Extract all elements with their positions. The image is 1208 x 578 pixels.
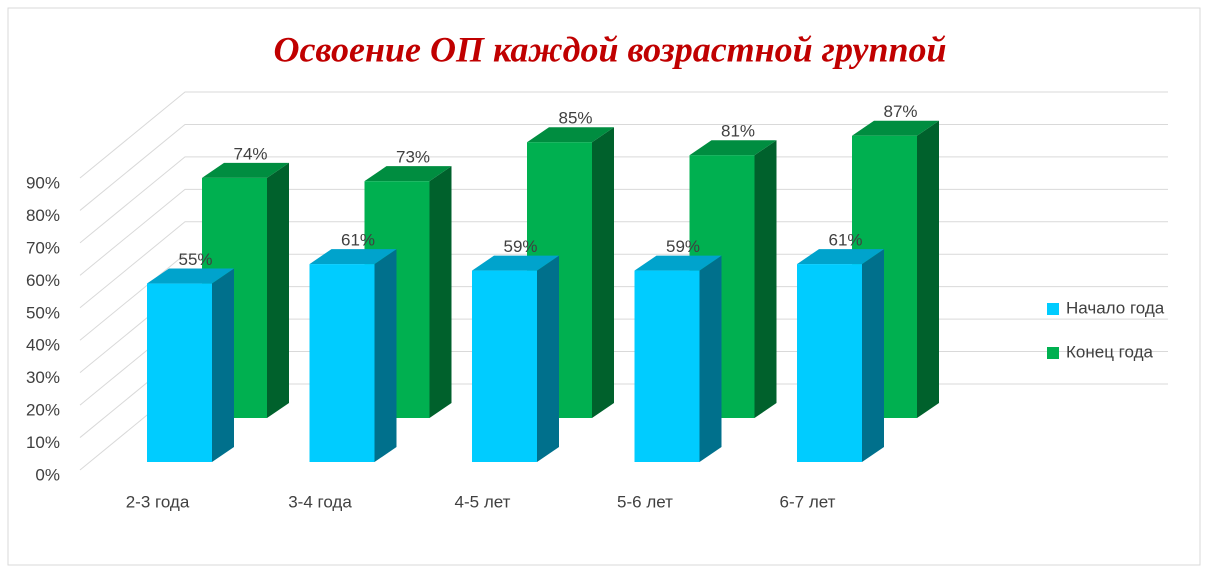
y-tick-label: 60% <box>26 271 60 290</box>
bar-group <box>309 249 397 462</box>
grid-line <box>79 188 1168 276</box>
bar-top <box>472 255 559 271</box>
legend-swatch <box>1047 347 1059 359</box>
bar-top <box>852 120 939 136</box>
data-label: 61% <box>828 231 862 250</box>
x-tick-label: 6-7 лет <box>780 492 836 511</box>
bar-group <box>147 268 234 462</box>
y-tick-label: 70% <box>26 238 60 257</box>
bar <box>147 283 212 462</box>
bar <box>797 264 862 462</box>
data-label: 61% <box>341 231 375 250</box>
data-label: 87% <box>883 102 917 121</box>
y-tick-label: 80% <box>26 206 60 225</box>
bar-side <box>754 140 777 418</box>
bar-top <box>147 268 234 284</box>
x-tick-label: 3-4 года <box>288 492 352 511</box>
legend-label: Начало года <box>1066 298 1165 317</box>
bar-top <box>202 162 289 178</box>
legend-label: Конец года <box>1066 342 1153 361</box>
bar-side <box>917 120 939 418</box>
bar <box>309 264 375 462</box>
legend-swatch <box>1047 303 1059 315</box>
bar-side <box>429 166 452 418</box>
chart-title: Освоение ОП каждой возрастной группой <box>273 29 946 69</box>
data-label: 73% <box>396 148 430 167</box>
bar-top <box>364 166 452 182</box>
data-label: 85% <box>558 109 592 128</box>
grid-line <box>79 221 1168 309</box>
bar <box>472 270 537 462</box>
data-label: 74% <box>233 144 267 163</box>
bar-top <box>689 140 777 156</box>
bar-side <box>592 127 614 418</box>
bar-top <box>797 249 884 265</box>
x-tick-label: 5-6 лет <box>617 492 673 511</box>
data-label: 59% <box>503 237 537 256</box>
x-tick-label: 4-5 лет <box>455 492 511 511</box>
data-label: 81% <box>721 122 755 141</box>
bar-side <box>862 249 884 462</box>
bar-side <box>537 255 559 462</box>
x-tick-label: 2-3 года <box>126 492 190 511</box>
y-tick-label: 50% <box>26 303 60 322</box>
y-tick-label: 10% <box>26 433 60 452</box>
y-tick-label: 30% <box>26 368 60 387</box>
grid-line <box>79 91 1168 179</box>
bars <box>147 120 939 462</box>
bar-top <box>634 255 722 271</box>
bar-side <box>374 249 397 462</box>
bar-group <box>797 249 884 462</box>
bar-group <box>472 255 559 462</box>
bar-side <box>267 162 289 418</box>
y-tick-label: 0% <box>35 465 60 484</box>
bar-top <box>309 249 397 265</box>
grid-line <box>79 123 1168 211</box>
bar-group <box>634 255 722 462</box>
bar-side <box>212 268 234 462</box>
bar <box>634 270 700 462</box>
data-label: 59% <box>666 237 700 256</box>
y-tick-label: 40% <box>26 336 60 355</box>
bar-side <box>699 255 722 462</box>
grid-line <box>79 156 1168 244</box>
data-label: 55% <box>178 250 212 269</box>
y-tick-label: 20% <box>26 401 60 420</box>
y-tick-label: 90% <box>26 173 60 192</box>
bar-top <box>527 127 614 143</box>
